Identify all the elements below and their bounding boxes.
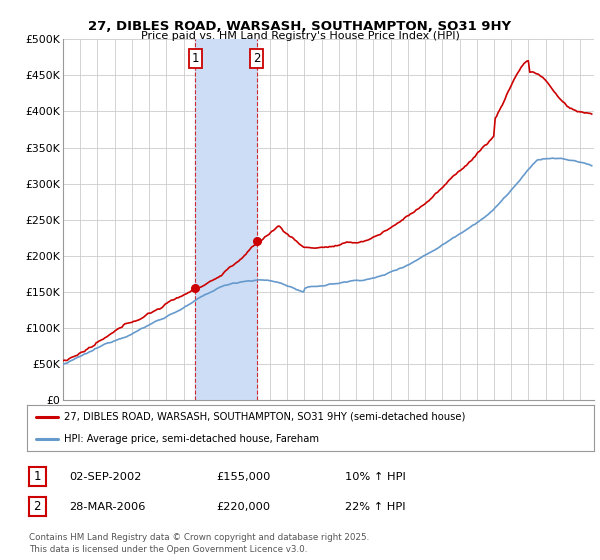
Text: 27, DIBLES ROAD, WARSASH, SOUTHAMPTON, SO31 9HY: 27, DIBLES ROAD, WARSASH, SOUTHAMPTON, S… bbox=[88, 20, 512, 32]
Text: 27, DIBLES ROAD, WARSASH, SOUTHAMPTON, SO31 9HY (semi-detached house): 27, DIBLES ROAD, WARSASH, SOUTHAMPTON, S… bbox=[64, 412, 465, 422]
Text: 2: 2 bbox=[253, 52, 260, 65]
Bar bbox=[195, 39, 257, 400]
Text: Price paid vs. HM Land Registry's House Price Index (HPI): Price paid vs. HM Land Registry's House … bbox=[140, 31, 460, 41]
Text: 1: 1 bbox=[34, 470, 41, 483]
Text: Contains HM Land Registry data © Crown copyright and database right 2025.
This d: Contains HM Land Registry data © Crown c… bbox=[29, 533, 369, 554]
Text: 10% ↑ HPI: 10% ↑ HPI bbox=[345, 472, 406, 482]
Text: £155,000: £155,000 bbox=[216, 472, 271, 482]
Text: 1: 1 bbox=[191, 52, 199, 65]
Text: HPI: Average price, semi-detached house, Fareham: HPI: Average price, semi-detached house,… bbox=[64, 434, 319, 444]
Text: 28-MAR-2006: 28-MAR-2006 bbox=[69, 502, 145, 512]
Text: £220,000: £220,000 bbox=[216, 502, 270, 512]
Text: 22% ↑ HPI: 22% ↑ HPI bbox=[345, 502, 406, 512]
Text: 02-SEP-2002: 02-SEP-2002 bbox=[69, 472, 142, 482]
Text: 2: 2 bbox=[34, 500, 41, 513]
